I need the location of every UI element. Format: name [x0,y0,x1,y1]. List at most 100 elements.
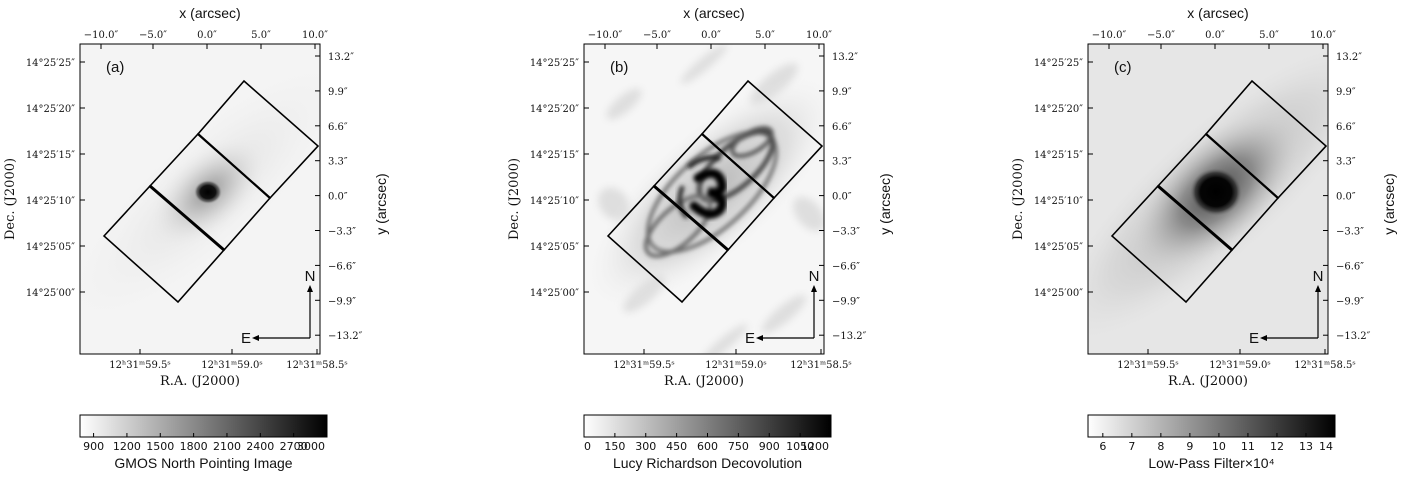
compass: NE [1249,268,1323,347]
axes-frame [79,43,321,355]
x-axis-label: x (arcsec) [179,5,240,21]
bottom-tick-label: 12ʰ31ᵐ58.5ˢ [286,360,348,371]
colorbar-tick-label: 2400 [246,440,274,453]
right-tick-label: −13.2″ [1336,331,1371,342]
left-tick-label: 14°25′00″ [530,288,579,299]
left-tick-label: 14°25′10″ [530,196,579,207]
colorbar-tick-label: 12 [1270,440,1284,453]
compass-east-label: E [745,330,755,347]
top-tick-label: 10.0″ [806,30,832,41]
compass-east-label: E [241,330,251,347]
top-tick-label: −10.0″ [1092,30,1127,41]
colorbar-tick-label: 750 [728,440,749,453]
axes-frame [583,43,825,355]
y-axis-label: y (arcsec) [877,173,893,234]
right-tick-label: 6.6″ [832,122,852,133]
colorbar-tick-label: 9 [1186,440,1193,453]
panel-3: −10.0″ −5.0″ 0.0″ 5.0″ 10.0″ x (arcsec) 13.2″ 9… [1011,5,1397,471]
ra-axis-label: R.A. (J2000) [664,374,744,389]
right-tick-label: 9.9″ [1336,87,1356,98]
bottom-tick-label: 12ʰ31ᵐ58.5ˢ [790,360,852,371]
colorbar-tick-label: 11 [1241,440,1255,453]
right-tick-label: 0.0″ [1336,192,1356,203]
left-tick-label: 14°25′20″ [530,104,579,115]
slit-boxes [1110,79,1328,304]
colorbar-tick-label: 1500 [146,440,174,453]
sky-image [1088,44,1328,354]
colorbar-label: Low-Pass Filter×10⁴ [1148,455,1274,471]
left-tick-label: 14°25′00″ [1034,288,1083,299]
dec-axis-label: Dec. (J2000) [1011,158,1026,240]
left-tick-label: 14°25′25″ [26,58,75,69]
right-tick-label: −3.3″ [832,227,860,238]
bottom-tick-label: 12ʰ31ᵐ59.5ˢ [1117,360,1179,371]
colorbar-tick-label: 7 [1128,440,1135,453]
left-tick-label: 14°25′25″ [1034,58,1083,69]
left-tick-label: 14°25′25″ [530,58,579,69]
right-tick-label: −3.3″ [328,227,356,238]
bottom-tick-label: 12ʰ31ᵐ59.5ˢ [109,360,171,371]
sky-image [584,44,824,354]
top-tick-label: 10.0″ [1310,30,1336,41]
colorbar-tick-label: 450 [666,440,687,453]
y-axis-label: y (arcsec) [373,173,389,234]
right-tick-label: −9.9″ [832,296,860,307]
ra-axis-label: R.A. (J2000) [160,374,240,389]
colorbar-tick-label: 2100 [213,440,241,453]
slit-boxes [606,79,824,304]
panel-letter: (b) [610,59,628,76]
bottom-tick-label: 12ʰ31ᵐ59.0ˢ [201,360,263,371]
x-axis-label: x (arcsec) [1187,5,1248,21]
panel-letter: (c) [1114,59,1132,76]
top-tick-label: −5.0″ [139,30,167,41]
colorbar-label: Lucy Richardson Decovolution [613,455,802,471]
top-tick-label: 0.0″ [701,30,721,41]
right-tick-label: 0.0″ [328,192,348,203]
left-tick-label: 14°25′00″ [26,288,75,299]
colorbar-tick-label: 900 [83,440,104,453]
left-tick-label: 14°25′05″ [1034,242,1083,253]
right-tick-label: 6.6″ [328,122,348,133]
compass-north-label: N [1313,268,1324,285]
x-axis-label: x (arcsec) [683,5,744,21]
top-tick-label: −5.0″ [1147,30,1175,41]
compass-north-label: N [305,268,316,285]
panel-1: −10.0″ −5.0″ 0.0″ 5.0″ 10.0″ x (arcsec) 13.2″ 9… [3,5,389,471]
top-tick-label: 5.0″ [755,30,775,41]
colorbar-tick-label: 6 [1099,440,1106,453]
top-tick-label: −10.0″ [84,30,119,41]
top-tick-label: 5.0″ [1259,30,1279,41]
colorbar-tick-label: 900 [759,440,780,453]
top-tick-label: −5.0″ [643,30,671,41]
colorbar-tick-label: 14 [1319,440,1333,453]
colorbar-tick-label: 1050 [786,440,814,453]
right-tick-label: 9.9″ [328,87,348,98]
compass: NE [745,268,819,347]
colorbar: 6 7 8 9 10 11 12 13 14 Low-Pass Filter×10⁴ [1087,414,1336,471]
dec-axis-label: Dec. (J2000) [507,158,522,240]
bottom-tick-label: 12ʰ31ᵐ58.5ˢ [1294,360,1356,371]
bottom-tick-label: 12ʰ31ᵐ59.0ˢ [705,360,767,371]
colorbar-tick-label: 1200 [801,440,829,453]
right-tick-label: −13.2″ [328,331,363,342]
right-tick-label: −6.6″ [1336,261,1364,272]
top-tick-label: 10.0″ [302,30,328,41]
colorbar-tick-label: 8 [1157,440,1164,453]
colorbar-tick-label: 3000 [297,440,325,453]
right-tick-label: 3.3″ [328,157,348,168]
compass-east-label: E [1249,330,1259,347]
right-tick-label: −13.2″ [832,331,867,342]
right-tick-label: 0.0″ [832,192,852,203]
right-tick-label: −3.3″ [1336,227,1364,238]
bottom-tick-label: 12ʰ31ᵐ59.0ˢ [1209,360,1271,371]
ra-axis-label: R.A. (J2000) [1168,374,1248,389]
colorbar-tick-label: 0 [584,440,591,453]
right-tick-label: −6.6″ [328,261,356,272]
left-tick-label: 14°25′20″ [1034,104,1083,115]
dec-axis-label: Dec. (J2000) [3,158,18,240]
right-tick-label: 3.3″ [832,157,852,168]
left-tick-label: 14°25′15″ [1034,150,1083,161]
left-tick-label: 14°25′05″ [530,242,579,253]
